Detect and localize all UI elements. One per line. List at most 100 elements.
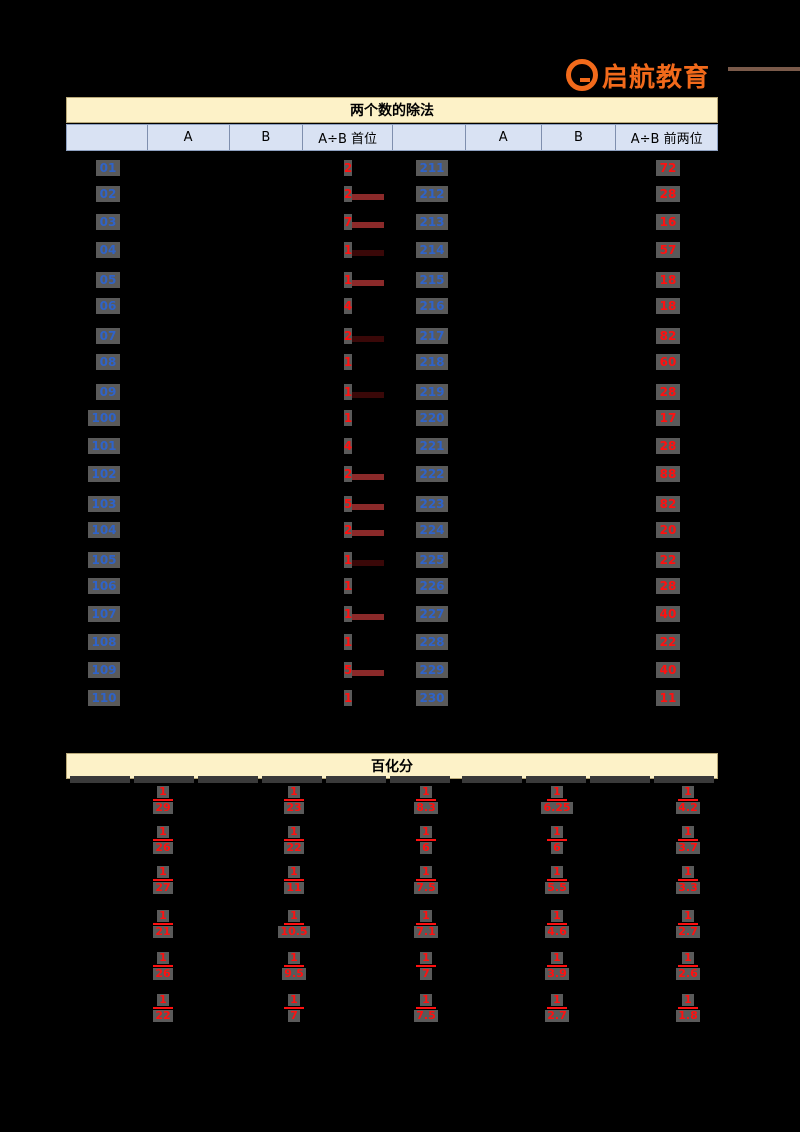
- fraction-denominator: 26: [153, 841, 173, 854]
- fraction-bar: [678, 965, 698, 967]
- fraction-bar: [416, 799, 436, 801]
- fraction-denominator: 26: [153, 967, 173, 980]
- fraction-numerator: 1: [551, 909, 563, 922]
- fraction-bar: [416, 879, 436, 881]
- row-number-left: 05: [96, 272, 120, 288]
- fraction-answer: 1 11: [284, 866, 304, 894]
- fraction-answer: 1 3.9: [545, 951, 569, 980]
- answer-highlight: [352, 222, 384, 228]
- fraction-bar: [284, 965, 304, 967]
- row-number-right: 222: [416, 466, 448, 482]
- row-number-left: 09: [96, 384, 120, 400]
- fraction-answer: 1 3.3: [676, 866, 700, 894]
- fraction-numerator: 1: [682, 951, 694, 964]
- fraction-numerator: 1: [551, 865, 563, 878]
- fraction-numerator: 1: [682, 993, 694, 1006]
- row-number-left: 06: [96, 298, 120, 314]
- fraction-answer: 1 7.1: [414, 909, 438, 938]
- fraction-denominator: 2.7: [676, 925, 700, 938]
- fraction-answer: 1 5.5: [545, 865, 569, 894]
- fraction-denominator: 5.5: [545, 881, 569, 894]
- fraction-denominator: 6: [551, 841, 563, 854]
- fraction-denominator: 7.5: [414, 1009, 438, 1022]
- fraction-bar: [547, 923, 567, 925]
- answer-highlight: [352, 614, 384, 620]
- header-first-two-digits: A÷B 前两位: [630, 132, 703, 147]
- first-digit-answer: 1: [343, 578, 353, 594]
- fraction-bar: [678, 923, 698, 925]
- answer-highlight: [352, 530, 384, 536]
- fraction-numerator: 1: [682, 825, 694, 838]
- first-digit-answer: 5: [343, 662, 353, 678]
- fraction-answer: 1 29: [153, 786, 173, 814]
- row-number-right: 227: [416, 606, 448, 622]
- fraction-answer: 1 7.5: [414, 866, 438, 894]
- first-digit-answer: 1: [343, 410, 353, 426]
- fraction-denominator: 4.2: [676, 801, 700, 814]
- fraction-numerator: 1: [551, 951, 563, 964]
- first-two-digits-answer: 22: [656, 634, 680, 650]
- first-two-digits-answer: 20: [656, 522, 680, 538]
- row-number-right: 230: [416, 690, 448, 706]
- fraction-answer: 1 10.5: [278, 910, 310, 938]
- fraction-bar: [153, 923, 173, 925]
- first-two-digits-answer: 18: [656, 272, 680, 288]
- fraction-bar: [678, 839, 698, 841]
- first-digit-answer: 5: [343, 496, 353, 512]
- fraction-bar: [547, 965, 567, 967]
- fraction-numerator: 1: [682, 909, 694, 922]
- header-index-right: [393, 125, 466, 150]
- row-number-left: 101: [88, 438, 120, 454]
- fraction-answer: 1 27: [153, 866, 173, 894]
- fraction-numerator: 1: [288, 865, 300, 878]
- fraction-denominator: 3.3: [676, 881, 700, 894]
- fraction-denominator: 10.5: [278, 925, 310, 938]
- row-number-left: 102: [88, 466, 120, 482]
- first-digit-answer: 1: [343, 242, 353, 258]
- first-two-digits-answer: 28: [656, 186, 680, 202]
- answer-highlight: [352, 392, 384, 398]
- first-two-digits-answer: 16: [656, 214, 680, 230]
- fraction-numerator: 1: [682, 785, 694, 798]
- first-digit-answer: 1: [343, 634, 353, 650]
- row-number-left: 109: [88, 662, 120, 678]
- fraction-answer: 1 22: [153, 994, 173, 1022]
- fraction-denominator: 6: [420, 841, 432, 854]
- row-number-left: 08: [96, 354, 120, 370]
- fraction-answer: 1 8.3: [414, 785, 438, 814]
- percent-column-header: [326, 776, 386, 783]
- row-number-left: 04: [96, 242, 120, 258]
- first-two-digits-answer: 28: [656, 438, 680, 454]
- first-two-digits-answer: 40: [656, 662, 680, 678]
- fraction-denominator: 4.6: [545, 925, 569, 938]
- fraction-bar: [284, 839, 304, 841]
- fraction-answer: 1 2.6: [676, 951, 700, 980]
- first-two-digits-answer: 17: [656, 410, 680, 426]
- fraction-answer: 1 1.8: [676, 993, 700, 1022]
- fraction-bar: [547, 839, 567, 841]
- percent-column-header: [134, 776, 194, 783]
- first-digit-answer: 2: [343, 186, 353, 202]
- first-digit-answer: 7: [343, 214, 353, 230]
- fraction-bar: [153, 1007, 173, 1009]
- first-digit-answer: 1: [343, 354, 353, 370]
- fraction-numerator: 1: [551, 993, 563, 1006]
- fraction-denominator: 1.8: [676, 1009, 700, 1022]
- percent-column-header: [462, 776, 522, 783]
- answer-highlight: [352, 336, 384, 342]
- header-b-right: B: [542, 125, 617, 150]
- fraction-numerator: 1: [420, 909, 432, 922]
- brand-logo: 启航教育: [566, 57, 710, 93]
- fraction-bar: [284, 799, 304, 801]
- row-number-right: 211: [416, 160, 448, 176]
- fraction-answer: 1 23: [284, 786, 304, 814]
- fraction-denominator: 6.25: [541, 801, 573, 814]
- fraction-numerator: 1: [420, 785, 432, 798]
- fraction-denominator: 22: [284, 841, 304, 854]
- answer-highlight: [352, 560, 384, 566]
- row-number-right: 223: [416, 496, 448, 512]
- first-digit-answer: 2: [343, 328, 353, 344]
